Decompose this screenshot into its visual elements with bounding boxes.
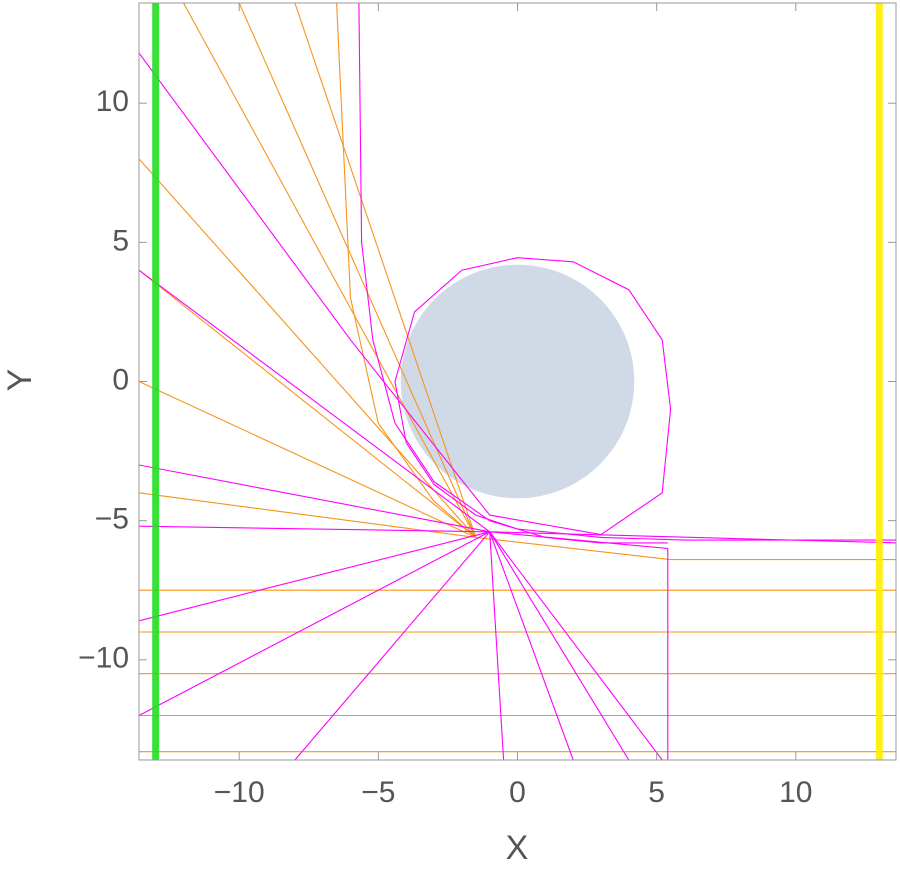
ray bbox=[238, 3, 477, 538]
ray bbox=[139, 381, 477, 538]
y-axis-label: Y bbox=[1, 369, 39, 392]
ray bbox=[139, 269, 477, 538]
y-tick-label: −10 bbox=[78, 642, 129, 675]
ray bbox=[139, 531, 574, 760]
x-tick-label: 10 bbox=[779, 776, 812, 809]
ray bbox=[183, 3, 477, 538]
ray bbox=[139, 492, 476, 538]
y-tick-label: 10 bbox=[96, 85, 129, 118]
y-tick-label: 0 bbox=[112, 363, 129, 396]
plot-area bbox=[139, 3, 896, 760]
ray bbox=[139, 269, 669, 760]
ray bbox=[294, 3, 477, 538]
y-tick-label: −5 bbox=[95, 503, 129, 536]
x-tick-label: 0 bbox=[509, 776, 526, 809]
ray bbox=[336, 3, 477, 538]
ray bbox=[139, 158, 477, 538]
x-tick-label: −5 bbox=[361, 776, 395, 809]
ray bbox=[294, 531, 896, 760]
x-axis-label: X bbox=[506, 829, 529, 867]
x-tick-label: 5 bbox=[648, 776, 665, 809]
ray bbox=[475, 536, 896, 561]
ray bbox=[139, 530, 505, 760]
ray bbox=[358, 3, 668, 544]
y-tick-label: 5 bbox=[112, 224, 129, 257]
obstacle bbox=[397, 261, 638, 502]
ray bbox=[139, 525, 630, 760]
x-tick-label: −10 bbox=[214, 776, 265, 809]
